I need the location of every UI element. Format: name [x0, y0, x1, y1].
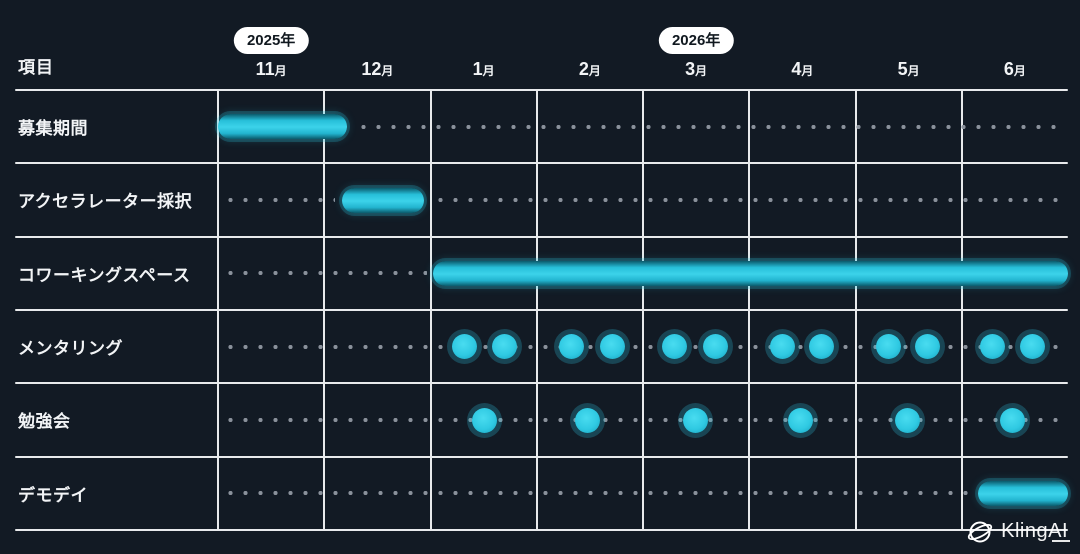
month-label: 1月: [473, 56, 495, 82]
grid-line-horizontal: [15, 162, 1068, 165]
year-badge: 2026年: [658, 27, 734, 54]
event-dot: [895, 407, 921, 433]
month-unit: 月: [801, 64, 814, 78]
watermark: KlingAI: [965, 516, 1070, 546]
month-label: 3月: [685, 56, 707, 82]
gantt-bar: [342, 187, 425, 213]
gantt-bar: [432, 260, 1068, 286]
month-label: 6月: [1004, 56, 1026, 82]
event-dot: [472, 407, 498, 433]
month-number: 6: [1003, 59, 1014, 79]
month-label: 5月: [898, 56, 920, 82]
gantt-bar: [977, 480, 1068, 506]
event-dot: [787, 407, 813, 433]
event-dot: [809, 334, 834, 360]
row-label: メンタリング: [18, 339, 123, 359]
event-dot: [575, 407, 601, 433]
event-dot: [1020, 334, 1046, 360]
event-dot: [915, 334, 941, 360]
event-dot: [875, 334, 901, 360]
idle-dotted-line: [356, 123, 1063, 130]
grid-line-horizontal: [15, 529, 1068, 531]
month-label: 2月: [579, 56, 601, 82]
items-column-header: 項目: [18, 58, 54, 77]
month-unit: 月: [274, 64, 287, 78]
month-unit: 月: [1013, 64, 1026, 78]
event-dot: [682, 407, 708, 433]
row-label: コワーキングスペース: [18, 265, 191, 285]
month-label: 11月: [256, 56, 287, 82]
month-unit: 月: [381, 64, 394, 78]
row-label: 募集期間: [18, 119, 88, 139]
month-unit: 月: [695, 64, 708, 78]
grid-line-vertical: [642, 89, 644, 531]
event-dot: [769, 334, 795, 360]
month-label: 4月: [791, 56, 813, 82]
watermark-brand: KlingAI: [1001, 519, 1070, 543]
month-unit: 月: [482, 64, 495, 78]
idle-dotted-line: [223, 270, 428, 277]
watermark-brand-text: KlingAI: [1001, 519, 1068, 542]
event-dot: [702, 334, 728, 360]
grid-line-vertical: [960, 89, 963, 531]
event-dot: [492, 334, 518, 360]
idle-dotted-line: [223, 343, 1063, 350]
month-label: 12月: [361, 56, 393, 82]
month-number: 3: [685, 59, 696, 79]
month-number: 2: [578, 59, 589, 79]
event-dot: [980, 334, 1006, 360]
idle-dotted-line: [223, 197, 335, 203]
idle-dotted-line: [223, 490, 971, 497]
event-dot: [599, 334, 625, 360]
idle-dotted-line: [223, 417, 1063, 423]
month-unit: 月: [588, 64, 601, 78]
grid-line-vertical: [429, 89, 432, 531]
month-number: 12: [361, 59, 382, 79]
watermark-underline: [1052, 539, 1070, 542]
grid-line-horizontal: [15, 235, 1068, 238]
month-number: 4: [791, 59, 802, 79]
month-number: 1: [472, 59, 483, 79]
idle-dotted-line: [432, 197, 1063, 203]
klingai-logo-icon: [967, 521, 993, 543]
event-dot: [1000, 407, 1026, 433]
row-label: アクセラレーター採択: [18, 192, 193, 212]
year-badge: 2025年: [233, 27, 309, 54]
grid-line-vertical: [748, 89, 751, 531]
month-unit: 月: [907, 64, 920, 78]
grid-line-vertical: [323, 89, 326, 531]
month-number: 11: [255, 59, 275, 79]
row-label: デモデイ: [18, 485, 88, 505]
event-dot: [662, 334, 688, 360]
grid-line-horizontal: [15, 89, 1068, 91]
gantt-bar: [218, 114, 347, 140]
grid-line-horizontal: [15, 455, 1068, 458]
grid-line-vertical: [217, 89, 219, 531]
row-label: 勉強会: [18, 412, 71, 432]
grid-line-vertical: [854, 89, 857, 531]
event-dot: [452, 334, 477, 360]
month-number: 5: [897, 59, 908, 79]
event-dot: [559, 334, 585, 360]
grid-line-horizontal: [15, 309, 1068, 311]
grid-line-horizontal: [15, 382, 1068, 385]
grid-line-vertical: [535, 89, 538, 531]
